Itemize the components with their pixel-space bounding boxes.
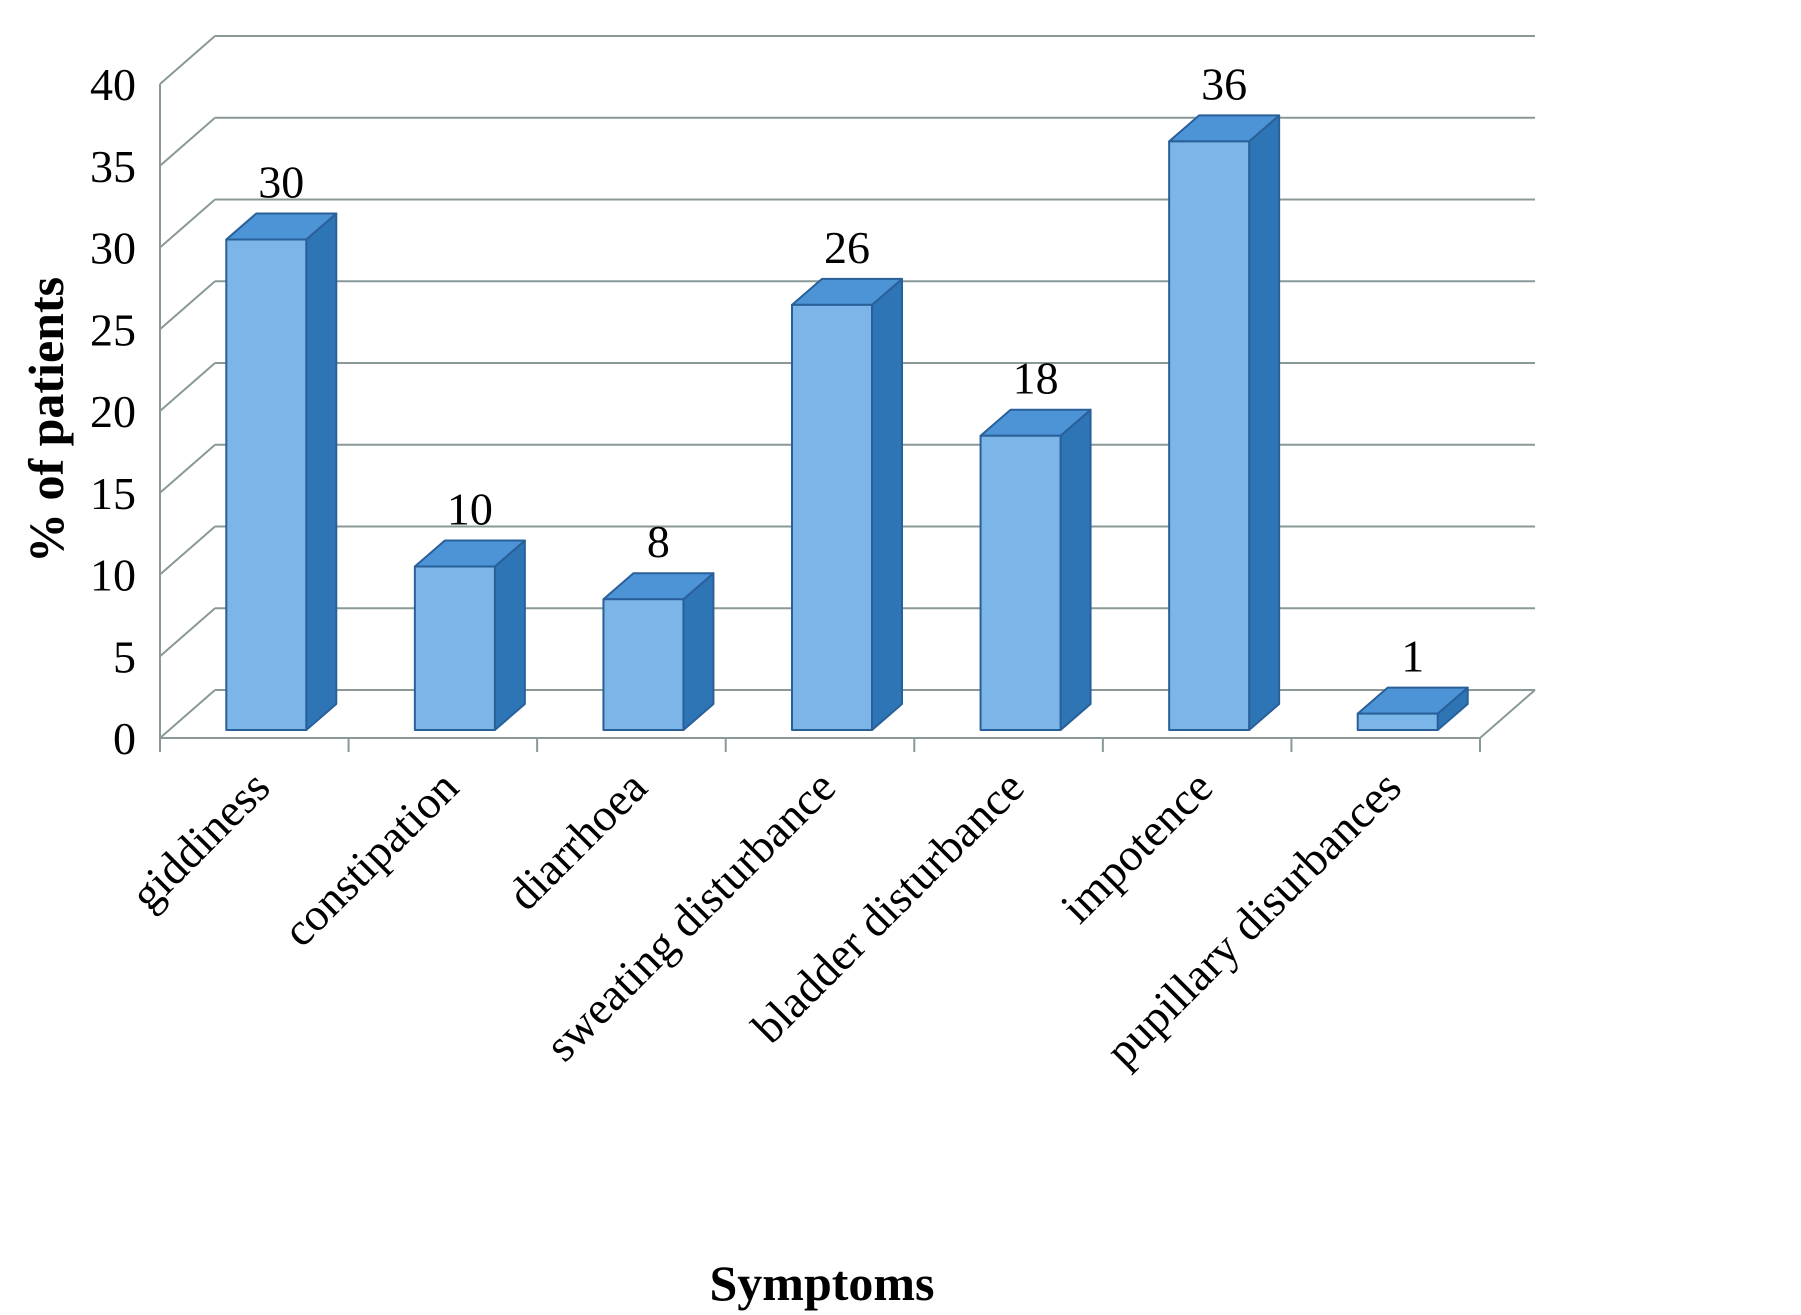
gridline-diagonal <box>159 280 216 331</box>
y-tick-label: 5 <box>113 631 136 682</box>
bar-side-face <box>1248 114 1281 731</box>
x-axis-title: Symptoms <box>709 1255 935 1311</box>
gridline-diagonal <box>159 35 216 85</box>
bar-value-label: 1 <box>1401 631 1424 682</box>
bar-value-label: 36 <box>1201 58 1247 109</box>
bar-front-face <box>1356 712 1439 732</box>
bar-side-face <box>1059 408 1092 731</box>
bar-front-face <box>1168 140 1251 731</box>
bar-value-label: 10 <box>447 484 493 535</box>
y-tick-label: 35 <box>90 141 136 192</box>
category-label: impotence <box>1051 761 1223 933</box>
category-label: constipation <box>273 761 468 956</box>
bar-front-face <box>602 598 685 732</box>
gridline-diagonal <box>159 443 216 494</box>
gridline-diagonal <box>159 689 216 739</box>
bar-front-face <box>413 565 496 731</box>
category-label: diarrhoea <box>498 761 657 920</box>
y-tick-label: 40 <box>90 59 136 110</box>
y-tick-label: 30 <box>90 223 136 274</box>
bar-value-label: 30 <box>258 157 304 208</box>
bar-side-face <box>305 212 338 731</box>
gridline-diagonal <box>159 362 216 412</box>
y-tick-label: 25 <box>90 304 136 355</box>
gridline-diagonal <box>159 607 216 658</box>
bar-side-face <box>682 572 715 731</box>
bar-side-face <box>871 277 903 731</box>
floor-right-edge <box>1479 689 1536 739</box>
bar-value-label: 8 <box>647 516 670 567</box>
bar-front-face <box>979 434 1062 731</box>
y-tick-label: 15 <box>90 468 136 519</box>
y-axis-title: % of patients <box>18 276 74 564</box>
bar-front-face <box>791 303 873 731</box>
y-tick-label: 0 <box>113 713 136 764</box>
bar-value-label: 18 <box>1013 353 1059 404</box>
y-tick-label: 20 <box>90 386 136 437</box>
bar-side-face <box>493 539 526 731</box>
category-label: giddiness <box>120 761 279 920</box>
gridline-diagonal <box>159 525 216 576</box>
y-tick-label: 10 <box>90 550 136 601</box>
gridline-diagonal <box>159 198 216 249</box>
gridline-diagonal <box>159 116 216 167</box>
bar-front-face <box>225 238 308 731</box>
bar-value-label: 26 <box>824 222 870 273</box>
